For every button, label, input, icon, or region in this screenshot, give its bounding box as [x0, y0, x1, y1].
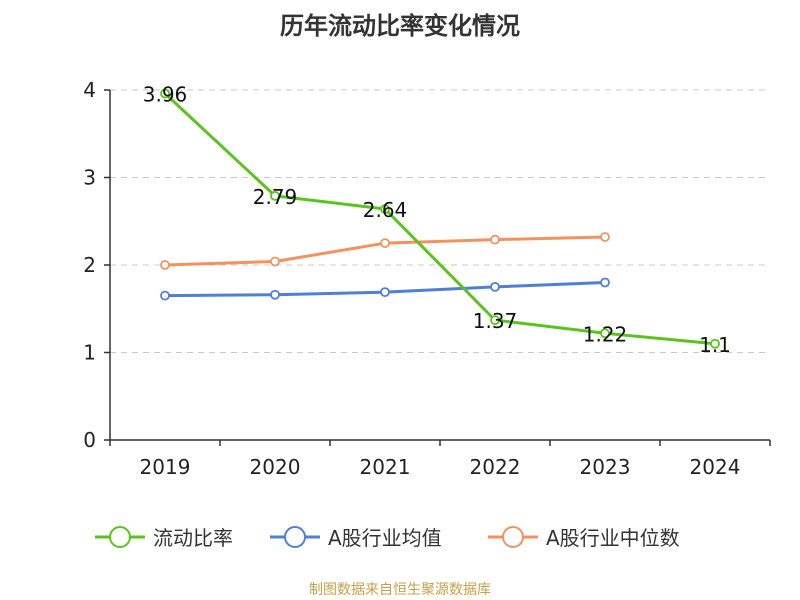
y-tick-label: 2	[83, 253, 96, 277]
series-1	[160, 277, 610, 301]
source-note: 制图数据来自恒生聚源数据库	[309, 582, 491, 598]
data-label: 1.37	[473, 309, 518, 333]
series-lines	[160, 88, 720, 349]
data-point	[270, 289, 280, 300]
data-point	[160, 290, 170, 301]
data-label: 2.79	[253, 185, 298, 209]
chart-title: 历年流动比率变化情况	[280, 12, 520, 40]
data-label: 1.22	[583, 322, 628, 346]
data-label: 1.1	[699, 333, 731, 357]
axes: 0 1 2 3 4 2019 2020 2021 2022 2023 2024	[83, 78, 771, 479]
series-2	[160, 232, 610, 270]
x-tick-label: 2024	[690, 455, 741, 479]
x-tick-label: 2021	[360, 455, 411, 479]
data-point	[270, 190, 280, 201]
legend[interactable]: 流动比率 A股行业均值 A股行业中位数	[95, 526, 680, 550]
x-tick-label: 2020	[250, 455, 301, 479]
data-point	[380, 204, 390, 214]
data-point	[600, 232, 610, 242]
data-point	[380, 238, 390, 249]
legend-item-1[interactable]: A股行业均值	[270, 526, 442, 550]
grid-lines	[110, 89, 770, 353]
x-tick-label: 2022	[470, 455, 521, 479]
data-point	[600, 277, 610, 288]
y-tick-label: 1	[83, 341, 96, 365]
legend-marker	[284, 526, 306, 548]
x-tick-label: 2019	[140, 455, 191, 479]
series-line	[163, 92, 716, 346]
data-point	[270, 256, 280, 267]
x-tick-label: 2023	[580, 455, 631, 479]
legend-item-0[interactable]: 流动比率	[95, 526, 233, 550]
legend-label: A股行业中位数	[546, 526, 680, 550]
data-labels: 3.96 2.79 2.64 1.37 1.22 1.1	[143, 83, 731, 357]
legend-marker	[109, 526, 131, 548]
legend-item-2[interactable]: A股行业中位数	[488, 526, 680, 550]
data-point	[490, 281, 500, 292]
data-point	[490, 234, 500, 245]
y-tick-label: 3	[83, 166, 96, 190]
legend-label: A股行业均值	[328, 526, 442, 550]
series-0	[160, 88, 720, 349]
y-tick-label: 0	[83, 428, 96, 452]
data-point	[160, 260, 170, 270]
data-label: 2.64	[363, 198, 408, 222]
data-point	[710, 338, 720, 349]
legend-marker	[502, 526, 524, 548]
data-point	[490, 315, 500, 326]
y-tick-label: 4	[83, 78, 96, 102]
data-point	[160, 88, 170, 99]
legend-label: 流动比率	[153, 526, 233, 550]
data-point	[380, 287, 390, 298]
data-point	[600, 328, 610, 339]
data-label: 3.96	[143, 83, 188, 107]
